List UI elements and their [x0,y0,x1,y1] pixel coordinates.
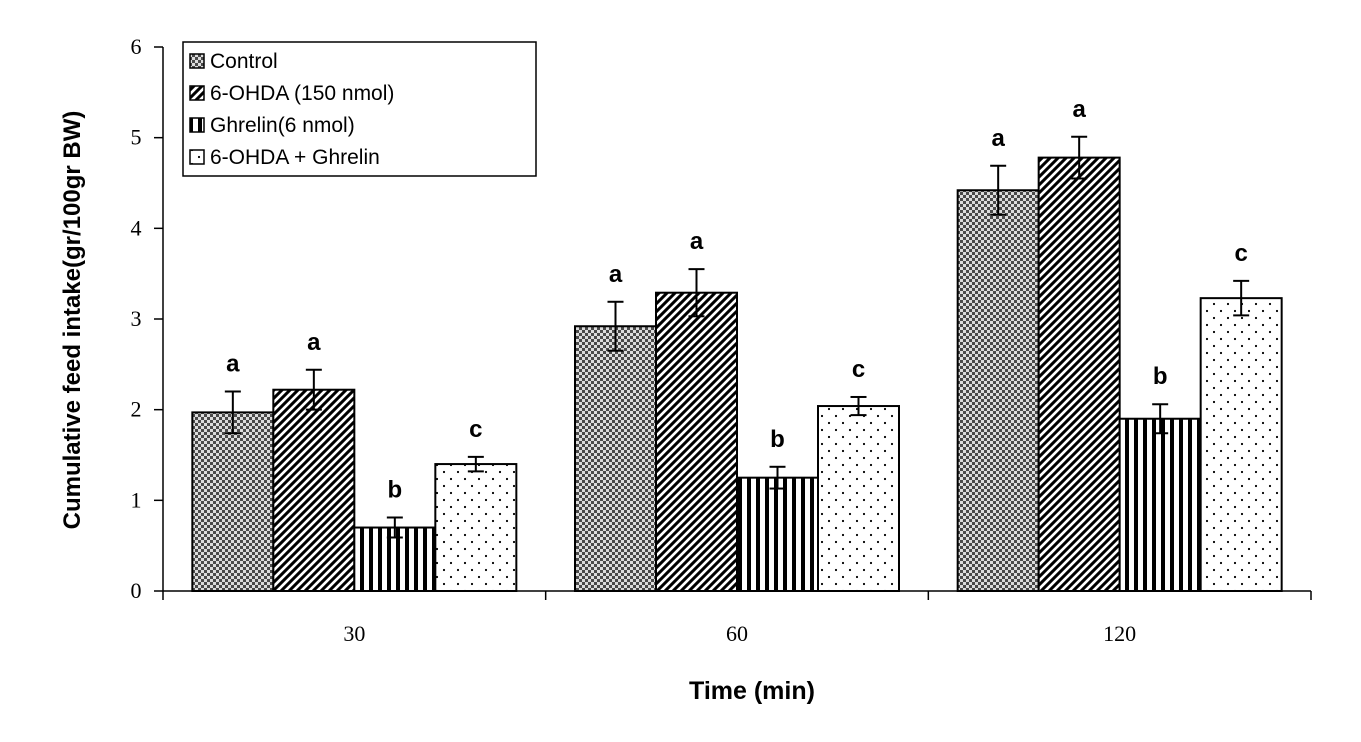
y-tick-label: 5 [131,125,142,150]
error-bar [1071,135,1088,180]
bar [1118,417,1202,592]
error-bar [990,164,1007,216]
legend-label: 6-OHDA (150 nmol) [210,82,394,105]
significance-label: a [307,329,321,356]
x-tick-label: 60 [726,621,748,646]
error-bar [224,390,241,435]
bar [1037,156,1121,592]
bars [191,156,1283,593]
significance-label: a [991,125,1005,152]
legend-box [182,41,537,177]
legend-swatch [189,85,205,101]
bar [1199,297,1283,592]
significance-label: b [1153,363,1168,390]
legend-label: Ghrelin(6 nmol) [210,114,355,137]
error-bar [1233,279,1250,317]
significance-labels: a a b c a a b c a a b c [226,96,1248,504]
y-tick-label: 1 [131,487,142,512]
y-tick-label: 4 [131,215,142,240]
error-bar [850,395,867,417]
legend: Control 6-OHDA (150 nmol) Ghrelin(6 nmol) 6… [182,41,537,177]
significance-label: a [690,228,704,255]
error-bar [305,368,322,411]
legend-swatch [189,117,205,133]
significance-label: a [1072,96,1086,123]
legend-entry: Ghrelin(6 nmol) [189,114,355,137]
bar [817,405,900,593]
significance-label: c [852,356,865,383]
significance-label: b [387,477,402,504]
legend-swatch [189,149,205,165]
error-bar [1152,403,1169,435]
legend-swatch [189,53,205,69]
x-tick-label: 120 [1103,621,1136,646]
y-tick-label: 3 [131,306,142,331]
significance-label: c [469,416,482,443]
error-bar [769,465,786,490]
bar [655,291,738,592]
error-bars [224,135,1250,539]
error-bar [386,516,403,539]
bar [574,325,657,592]
legend-label: 6-OHDA + Ghrelin [210,146,380,169]
significance-label: a [226,351,240,378]
significance-label: c [1234,240,1247,267]
legend-label: Control [210,50,278,73]
y-tick-label: 6 [131,34,142,59]
significance-label: a [609,261,623,288]
bar [736,476,819,592]
error-bar [607,300,624,352]
legend-entry: Control [189,50,278,73]
tick-labels: 0 1 2 3 4 5 6 30 60 120 [131,34,1137,646]
legend-entry: 6-OHDA + Ghrelin [189,146,380,169]
error-bar [688,268,705,318]
bar [191,411,275,592]
bar [272,388,356,592]
bar [956,189,1040,592]
y-axis-label: Cumulative feed intake(gr/100gr BW) [59,111,86,530]
x-tick-label: 30 [343,621,365,646]
significance-label: b [770,426,785,453]
error-bar [467,455,484,473]
x-axis-label: Time (min) [689,677,815,705]
bar [434,463,518,593]
legend-entry: 6-OHDA (150 nmol) [189,82,394,105]
y-tick-label: 2 [131,397,142,422]
y-tick-label: 0 [131,578,142,603]
